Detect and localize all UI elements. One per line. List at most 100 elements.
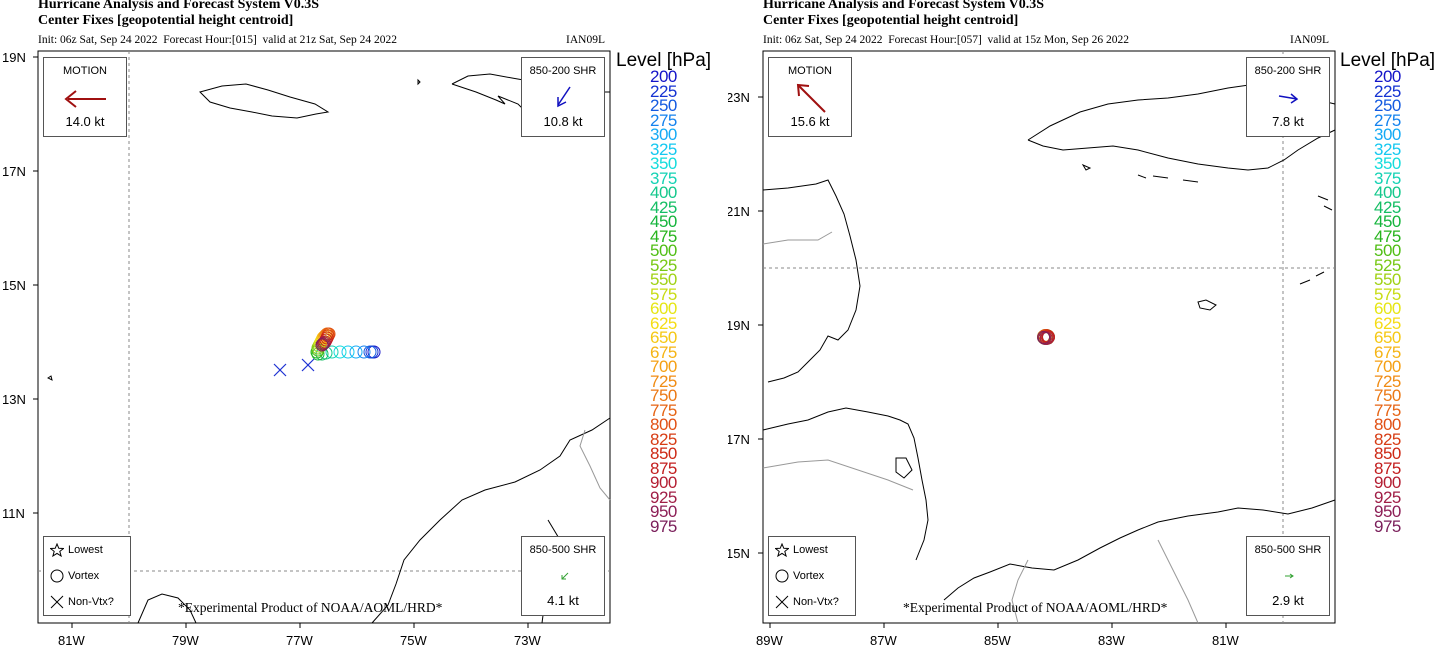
level-legend-item: 350 — [650, 154, 677, 173]
footer-note: *Experimental Product of NOAA/AOML/HRD* — [903, 600, 1168, 615]
storm-id: IAN09L — [566, 34, 605, 46]
center-fixes-cluster — [310, 327, 381, 361]
level-legend-item: 350 — [1374, 154, 1401, 173]
lat-label: 21N — [728, 204, 750, 219]
lat-label: 17N — [728, 432, 750, 447]
level-legend-item: 200 — [1374, 67, 1401, 86]
star-icon — [50, 543, 64, 557]
symbol-legend: Lowest Vortex Non-Vtx? — [43, 536, 131, 616]
lon-label: 87W — [870, 633, 897, 648]
level-legend-item: 575 — [1374, 284, 1401, 304]
island-small-3 — [895, 457, 913, 479]
motion-value: 15.6 kt — [790, 114, 830, 129]
level-legend-item: 975 — [650, 516, 677, 536]
legend-lowest-label: Lowest — [68, 544, 103, 556]
lat-label: 23N — [728, 90, 750, 105]
level-legend-item: 725 — [650, 371, 677, 391]
level-legend-item: 525 — [1374, 255, 1401, 275]
legend-vortex: Vortex — [50, 569, 99, 583]
map-frame — [762, 50, 1336, 624]
level-legend-item: 475 — [1374, 226, 1401, 246]
lon-label: 79W — [172, 633, 199, 648]
level-legend-title: Level [hPa] — [616, 50, 712, 71]
level-legend-item: 750 — [1374, 386, 1401, 405]
level-legend-item: 700 — [650, 357, 677, 376]
map-panel-left: Hurricane Analysis and Forecast System V… — [2, 0, 712, 648]
panel-title: Hurricane Analysis and Forecast System V… — [38, 0, 320, 12]
lon-label: 81W — [58, 633, 85, 648]
level-legend-item: 850 — [1374, 444, 1401, 463]
vortex-fix-marker — [357, 345, 371, 359]
level-legend-item: 600 — [1374, 299, 1401, 318]
vortex-fix-marker — [333, 345, 347, 359]
storm-id: IAN09L — [1290, 34, 1329, 46]
lon-label: 75W — [400, 633, 427, 648]
vortex-fix-marker — [1037, 330, 1051, 344]
lon-label: 89W — [756, 633, 783, 648]
coastline-honduras — [762, 407, 929, 561]
level-legend-item: 575 — [650, 284, 677, 304]
coastline-south-america — [943, 499, 1336, 601]
vortex-fix-marker — [325, 345, 339, 359]
lat-label: 15N — [728, 546, 750, 561]
level-legend-item: 400 — [650, 183, 677, 202]
lat-label: 19N — [728, 318, 750, 333]
level-legend-item: 625 — [650, 313, 677, 333]
init-line: Init: 06z Sat, Sep 24 2022 Forecast Hour… — [38, 34, 398, 46]
border-mexico — [762, 231, 833, 245]
panel-subtitle: Center Fixes [geopotential height centro… — [763, 13, 1019, 28]
lon-label: 73W — [514, 633, 541, 648]
coastline-colombia-interior — [579, 429, 611, 501]
map-canvas: 19N 17N 15N 13N 11N 81W 79W 77W 75W 73W — [2, 50, 611, 648]
shear-arrow-icon — [1278, 93, 1299, 104]
coastline-northern-south-america — [371, 417, 611, 624]
level-legend-item: 500 — [650, 241, 677, 260]
lat-label: 11N — [2, 506, 25, 521]
island-small-2 — [1197, 271, 1325, 311]
level-legend-item: 775 — [650, 400, 677, 420]
circle-icon — [775, 569, 789, 583]
level-legend-item: 700 — [1374, 357, 1401, 376]
level-legend-item: 500 — [1374, 241, 1401, 260]
shear-value: 2.9 kt — [1272, 593, 1304, 608]
vortex-fix-marker — [315, 338, 329, 352]
shear-title: 850-200 SHR — [1254, 65, 1322, 77]
shear-arrow-icon — [561, 572, 569, 580]
non-vortex-marks — [273, 358, 315, 377]
level-legend-item: 900 — [1374, 473, 1401, 492]
lat-label: 13N — [2, 392, 26, 407]
map-panel-right: Hurricane Analysis and Forecast System V… — [728, 0, 1456, 648]
level-legend-item: 475 — [650, 226, 677, 246]
level-legend-item: 650 — [1374, 328, 1401, 347]
vortex-fix-marker — [341, 345, 355, 359]
motion-box: MOTION 14.0 kt — [43, 57, 127, 137]
level-legend-item: 275 — [1374, 110, 1401, 130]
legend-nonvtx: Non-Vtx? — [50, 595, 114, 609]
motion-arrow-icon — [64, 90, 106, 108]
shear-850-200-box: 850-200 SHR 7.8 kt — [1246, 57, 1330, 137]
level-legend-item: 250 — [1374, 96, 1401, 115]
island-small — [47, 375, 53, 381]
level-legend-item: 300 — [1374, 125, 1401, 144]
level-legend-item: 675 — [1374, 342, 1401, 362]
coastline-jamaica — [199, 83, 330, 119]
level-legend-item: 325 — [1374, 139, 1401, 159]
motion-title: MOTION — [788, 65, 832, 77]
level-legend-item: 650 — [650, 328, 677, 347]
vortex-fix-marker — [316, 337, 330, 351]
island-small-2 — [417, 78, 421, 86]
vortex-fix-marker — [317, 336, 331, 350]
level-legend-item: 375 — [650, 168, 677, 188]
level-legend-item: 250 — [650, 96, 677, 115]
init-line: Init: 06z Sat, Sep 24 2022 Forecast Hour… — [763, 34, 1130, 46]
level-legend-item: 925 — [1374, 487, 1401, 507]
level-legend-item: 850 — [650, 444, 677, 463]
coastline-yucatan — [762, 179, 861, 383]
level-legend-item: 900 — [650, 473, 677, 492]
x-icon — [775, 595, 789, 609]
level-legend-item: 300 — [650, 125, 677, 144]
level-legend-item: 875 — [650, 458, 677, 478]
level-legend-item: 375 — [1374, 168, 1401, 188]
legend-nonvtx: Non-Vtx? — [775, 595, 839, 609]
level-legend-item: 525 — [650, 255, 677, 275]
